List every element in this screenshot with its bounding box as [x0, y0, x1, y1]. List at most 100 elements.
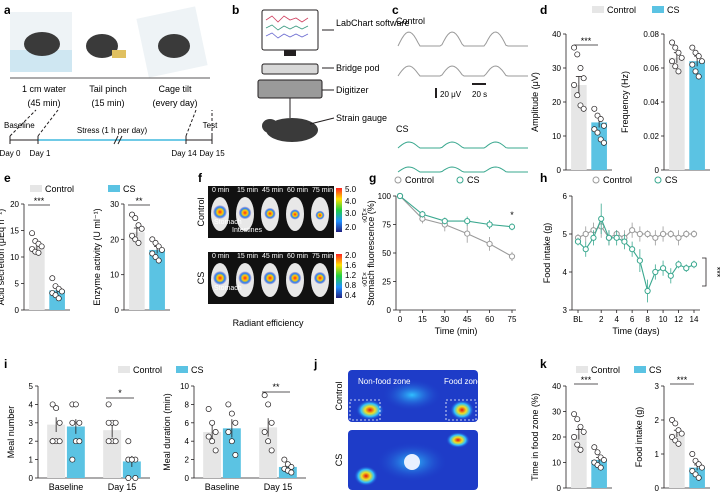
data-point: [629, 246, 636, 253]
x-tick-label: 4: [614, 315, 619, 324]
legend-h: Control CS: [592, 175, 678, 185]
y-tick-label: 3: [563, 306, 568, 315]
monitor-illustration: [261, 9, 319, 51]
chart-e2: 0 10 20 30 Enzyme activity (U ml⁻¹): [92, 200, 170, 315]
trace-control: [397, 65, 528, 77]
timeline-day1: Day 1: [30, 149, 51, 158]
data-point: [396, 192, 404, 200]
y-tick-label: 50: [382, 249, 391, 258]
fluorescence-signal: [213, 205, 227, 219]
y-tick-label: 4: [185, 437, 190, 446]
time-label: 45 min: [262, 187, 283, 194]
stress-duration-water: (45 min): [27, 98, 60, 108]
legend-swatch-control: [592, 6, 604, 13]
time-label: 45 min: [262, 253, 283, 260]
chart-e1: 0 5 10 15 20 Acid secretion (μEq h⁻¹): [0, 200, 70, 315]
data-point: [265, 401, 272, 408]
data-point: [125, 475, 132, 481]
callout-line: [185, 109, 197, 137]
y-tick-label: 0: [387, 306, 392, 315]
data-point: [613, 234, 620, 241]
legend-swatch-cs: [108, 185, 120, 192]
data-point: [132, 215, 139, 222]
y-tick-label: 2: [29, 437, 34, 446]
y-tick-label: 15: [10, 227, 19, 236]
y-tick-label: 5: [563, 230, 568, 239]
bar-control: [129, 232, 145, 310]
data-point: [571, 82, 578, 88]
data-point: [672, 420, 679, 427]
legend-swatch-control: [118, 366, 130, 373]
bar-control: [669, 433, 685, 488]
data-point: [675, 68, 682, 75]
data-point: [644, 287, 651, 295]
data-point: [600, 139, 607, 146]
y-axis-label: Food intake (g): [634, 407, 644, 468]
data-point: [53, 405, 60, 412]
legend-label-cs: CS: [123, 184, 136, 194]
sig-i2: **: [272, 382, 280, 392]
data-point: [112, 438, 119, 445]
label-bridge-pod: Bridge pod: [336, 63, 380, 73]
bar-control: [47, 424, 66, 478]
chart-h: 3 4 5 6 Food intake (g) BL 2 4 6 8 10 12 14 Time (day…: [542, 192, 700, 336]
data-point: [464, 217, 471, 225]
data-point: [574, 441, 581, 448]
x-axis-label: Time (days): [612, 326, 659, 336]
timeline-day15: Day 15: [199, 149, 225, 158]
cb-tick: 3.0: [345, 209, 357, 218]
time-label: 60 min: [287, 253, 308, 260]
bar-control: [203, 432, 222, 478]
data-point: [672, 44, 679, 51]
data-point: [486, 221, 493, 228]
sig-e1: ***: [34, 196, 45, 206]
y-tick-label: 40: [552, 382, 561, 391]
imaging-row-label-cs: CS: [196, 272, 206, 285]
y-tick-label: 4: [29, 400, 34, 409]
trace-label-control: Control: [396, 16, 425, 26]
y-tick-label: 0: [655, 166, 660, 175]
data-point: [268, 447, 275, 454]
data-point: [138, 225, 145, 232]
bar-cs: [689, 61, 705, 171]
y-tick-label: 10: [10, 253, 19, 262]
heat-spot: [356, 400, 384, 420]
cb-exponent: ×10⁶: [360, 272, 367, 287]
data-point: [38, 243, 45, 250]
y-tick-label: 2: [655, 416, 660, 425]
data-point: [125, 438, 132, 445]
panel-label-a: a: [4, 3, 11, 17]
data-point: [508, 223, 516, 230]
zone-box: [349, 399, 381, 421]
data-point: [605, 234, 613, 241]
timeline-test-label: Test: [203, 121, 218, 130]
data-point: [232, 419, 239, 426]
data-point: [49, 401, 56, 408]
fluorescence-signal: [264, 207, 276, 220]
data-point: [597, 464, 604, 471]
stress-duration-tail: (15 min): [91, 98, 124, 108]
scale-bar-x-label: 20 s: [472, 90, 487, 99]
y-tick-label: 30: [552, 408, 561, 417]
cb-tick: 0.8: [345, 281, 357, 290]
data-point: [58, 288, 65, 295]
y-axis-label: Stomach fluorescence (%): [366, 200, 376, 306]
data-point: [76, 438, 83, 445]
y-tick-label: 0.02: [643, 132, 659, 141]
x-tick-label: 45: [463, 315, 472, 324]
callout-line: [37, 109, 59, 137]
data-point: [486, 240, 493, 247]
x-tick-label: 0: [398, 315, 403, 324]
mouse-head: [262, 119, 278, 133]
y-tick-label: 75: [382, 221, 391, 230]
legend-label-cs: CS: [667, 5, 680, 15]
y-tick-label: 20: [110, 235, 119, 244]
panel-label-h: h: [540, 171, 547, 185]
zone-box: [445, 399, 477, 421]
organ-label-stomach: Stomach: [214, 219, 242, 226]
fluorescence-signal: [263, 271, 277, 285]
bar-control: [29, 246, 45, 310]
bar-control: [669, 57, 685, 170]
cb-tick: 1.6: [345, 261, 357, 270]
